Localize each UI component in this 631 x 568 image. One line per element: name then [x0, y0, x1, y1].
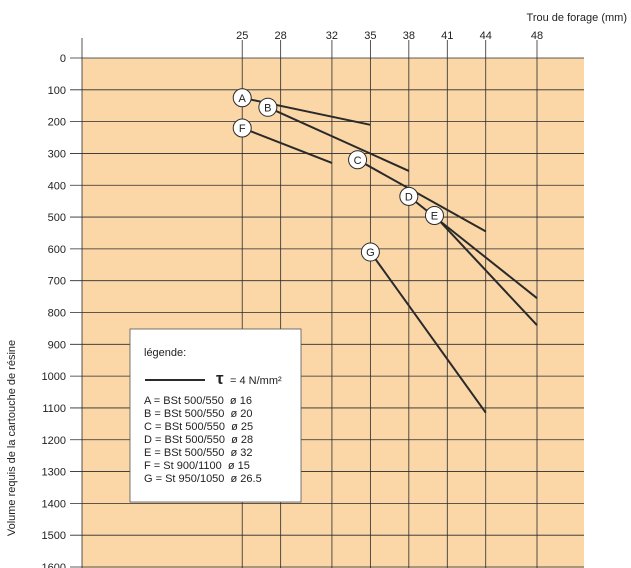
series-marker-label: F — [239, 123, 246, 135]
series-marker-label: A — [239, 93, 247, 105]
series-marker-e — [424, 205, 444, 225]
y-tick-label: 300 — [48, 148, 66, 160]
series-line-e — [433, 214, 538, 326]
x-tick-labels: 25 28 32 35 38 41 44 48 — [236, 30, 543, 42]
x-tick-label: 44 — [480, 30, 492, 42]
series-marker-label: B — [264, 102, 271, 114]
x-tick-label: 32 — [326, 30, 338, 42]
legend-tau-symbol: τ — [216, 369, 224, 388]
legend-title: légende: — [144, 347, 186, 359]
legend-entry: D = BSt 500/550 ø 28 — [144, 434, 253, 446]
x-tick-label: 28 — [275, 30, 287, 42]
y-tick-label: 1300 — [42, 467, 66, 479]
y-tick-label: 1500 — [42, 530, 66, 542]
series-marker-g — [360, 242, 380, 262]
x-tick-label: 48 — [531, 30, 543, 42]
series-marker-f — [232, 118, 252, 138]
series-marker-d — [399, 186, 419, 206]
y-tick-label: 400 — [48, 180, 66, 192]
y-tick-label: 700 — [48, 276, 66, 288]
y-tick-labels: 0 100 200 300 400 500 600 700 800 900 1000 1100 1200… — [42, 53, 66, 568]
y-tick-label: 600 — [48, 244, 66, 256]
y-tick-label: 500 — [48, 212, 66, 224]
series-line-c — [357, 158, 487, 233]
series-line-b — [267, 106, 410, 172]
series-line-f — [241, 127, 333, 164]
y-tick-label: 1100 — [42, 403, 66, 415]
y-tick-label: 800 — [48, 308, 66, 320]
x-axis-title: Trou de forage (mm) — [527, 12, 627, 24]
y-tick-label: 1600 — [42, 562, 66, 568]
series-marker-label: C — [354, 155, 362, 167]
y-tick-label: 200 — [48, 117, 66, 129]
legend-entry: C = BSt 500/550 ø 25 — [144, 421, 253, 433]
x-tick-label: 35 — [364, 30, 376, 42]
y-tick-label: 1000 — [42, 371, 66, 383]
y-tick-label: 0 — [60, 53, 66, 65]
series-marker-a — [232, 88, 252, 108]
legend-box — [129, 328, 302, 503]
legend: légende: τ = 4 N/mm² A = BSt 500/550 ø 1… — [129, 328, 302, 503]
legend-tau-value: = 4 N/mm² — [230, 375, 282, 387]
legend-entry: G = St 950/1050 ø 26.5 — [144, 473, 262, 485]
x-tick-label: 38 — [403, 30, 415, 42]
series-markers: A B C D E F G — [232, 88, 444, 262]
y-axis-title: Volume requis de la cartouche de résine — [6, 340, 18, 536]
series-marker-label: D — [405, 191, 413, 203]
y-tick-label: 100 — [48, 85, 66, 97]
y-tick-label: 1400 — [42, 498, 66, 510]
legend-entry: F = St 900/1100 ø 15 — [144, 460, 250, 472]
series-marker-c — [348, 150, 368, 170]
y-tick-label: 900 — [48, 339, 66, 351]
legend-entries: A = BSt 500/550 ø 16B = BSt 500/550 ø 20… — [144, 395, 262, 485]
x-tick-label: 41 — [441, 30, 453, 42]
x-tick-label: 25 — [236, 30, 248, 42]
legend-entry: B = BSt 500/550 ø 20 — [144, 408, 253, 420]
series-marker-b — [258, 97, 278, 117]
series-marker-label: G — [366, 247, 375, 259]
series-marker-label: E — [431, 210, 438, 222]
legend-entry: E = BSt 500/550 ø 32 — [144, 447, 253, 459]
series-line-g — [369, 251, 487, 414]
legend-entry: A = BSt 500/550 ø 16 — [144, 395, 252, 407]
y-tick-label: 1200 — [42, 435, 66, 447]
